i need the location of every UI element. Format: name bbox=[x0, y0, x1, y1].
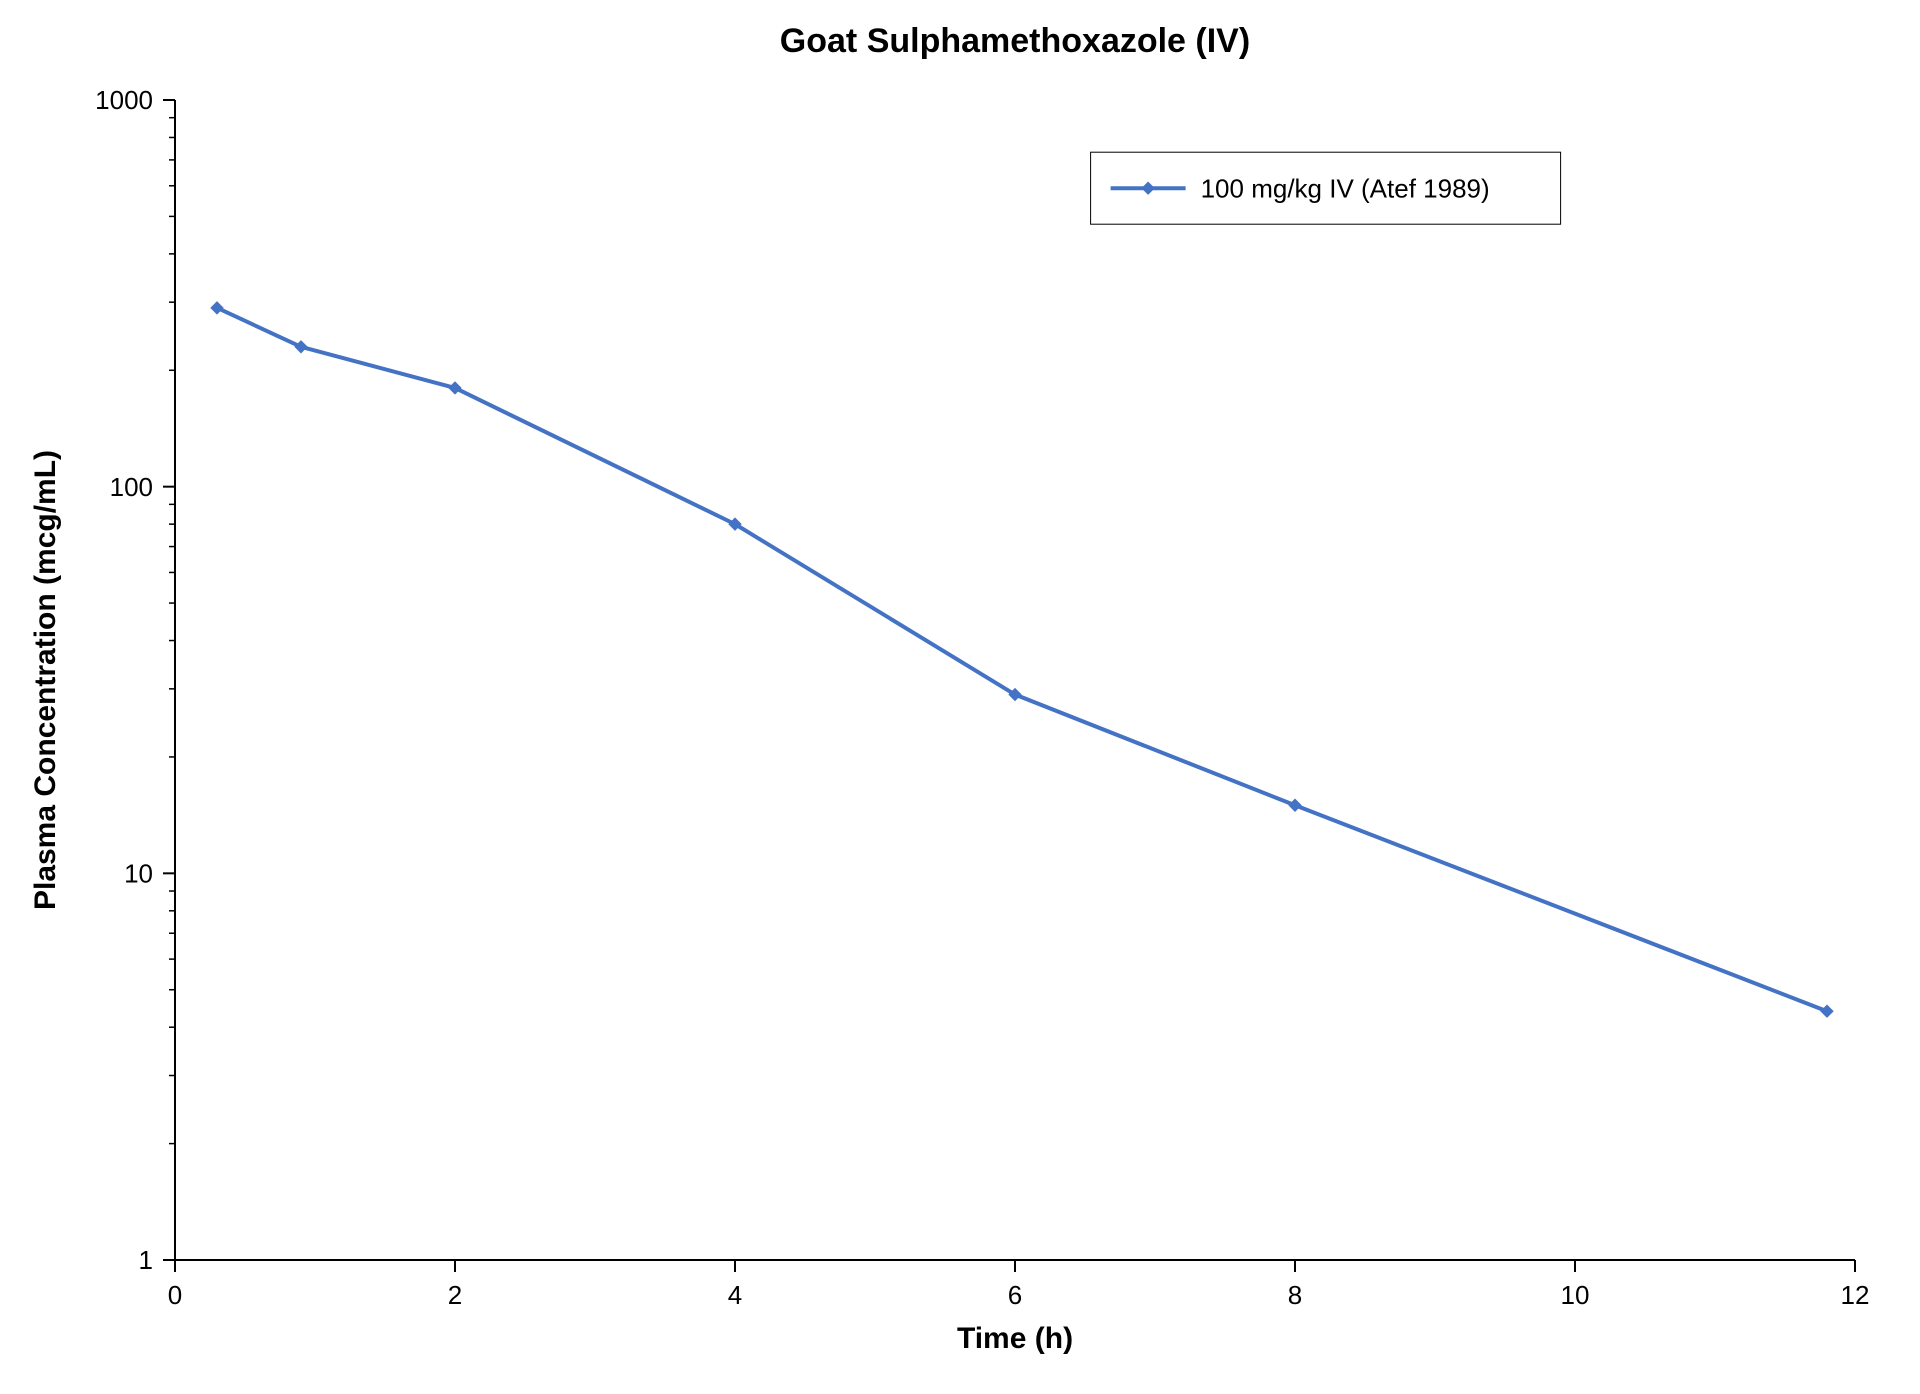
x-tick-label: 6 bbox=[1008, 1280, 1022, 1310]
series-line bbox=[217, 308, 1827, 1011]
x-tick-label: 0 bbox=[168, 1280, 182, 1310]
x-tick-label: 2 bbox=[448, 1280, 462, 1310]
y-tick-label: 1000 bbox=[95, 85, 153, 115]
series-marker bbox=[295, 341, 307, 353]
series-marker bbox=[1289, 799, 1301, 811]
series-marker bbox=[1821, 1005, 1833, 1017]
x-axis-label: Time (h) bbox=[957, 1322, 1073, 1355]
legend-label: 100 mg/kg IV (Atef 1989) bbox=[1201, 173, 1490, 203]
x-tick-label: 8 bbox=[1288, 1280, 1302, 1310]
series-marker bbox=[211, 302, 223, 314]
y-tick-label: 1 bbox=[139, 1245, 153, 1275]
chart-svg: Goat Sulphamethoxazole (IV) 0 2 4 6 8 10 12 1 10 1… bbox=[0, 0, 1920, 1394]
x-tick-label: 12 bbox=[1841, 1280, 1870, 1310]
y-axis-label: Plasma Concentration (mcg/mL) bbox=[29, 450, 62, 910]
chart-container: Goat Sulphamethoxazole (IV) 0 2 4 6 8 10 12 1 10 1… bbox=[0, 0, 1920, 1394]
y-tick-label: 100 bbox=[110, 472, 153, 502]
y-tick-label: 10 bbox=[124, 858, 153, 888]
chart-title: Goat Sulphamethoxazole (IV) bbox=[780, 22, 1250, 60]
x-tick-label: 10 bbox=[1561, 1280, 1590, 1310]
x-tick-label: 4 bbox=[728, 1280, 742, 1310]
